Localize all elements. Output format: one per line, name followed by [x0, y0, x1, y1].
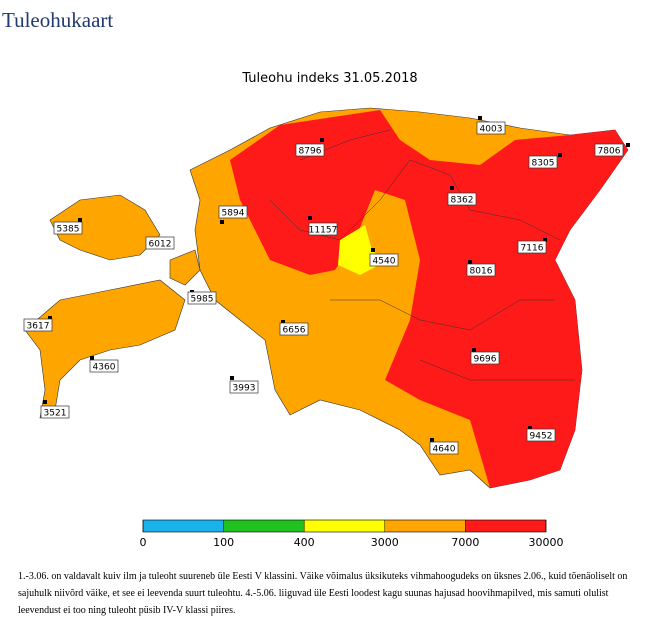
station-box	[476, 121, 506, 135]
station-label: 7116	[521, 244, 544, 254]
station-box	[40, 405, 70, 419]
station-label: 4640	[433, 445, 456, 455]
station-dot	[220, 220, 224, 224]
station-box	[470, 351, 500, 365]
legend-swatch	[384, 520, 466, 532]
station-dot	[430, 438, 434, 442]
legend-tick-label: 3000	[371, 536, 399, 549]
station-box	[295, 143, 325, 157]
station-label: 9696	[474, 355, 497, 365]
legend-swatch	[143, 520, 224, 532]
stations: 5385 6012 5894 11157 8796 4003 8305 7806 8362 454…	[23, 116, 630, 455]
legend-tick-label: 400	[294, 536, 315, 549]
station-box	[187, 291, 217, 305]
station-box	[218, 205, 248, 219]
station-label: 4360	[93, 363, 116, 373]
legend: 0 100 400 3000 7000 30000	[140, 519, 564, 549]
station-dot	[43, 400, 47, 404]
station-box	[594, 143, 624, 157]
station-label: 5985	[191, 295, 214, 305]
station-dot	[90, 356, 94, 360]
station-dot	[308, 216, 312, 220]
station-dot	[320, 138, 324, 142]
station-box	[369, 253, 399, 267]
station-label: 11157	[309, 226, 338, 236]
station-box	[466, 263, 496, 277]
legend-swatch	[223, 520, 305, 532]
caption: 1.-3.06. on valdavalt kuiv ilm ja tuleoh…	[18, 571, 628, 616]
station-label: 8362	[451, 196, 474, 206]
station-dot	[230, 376, 234, 380]
station-box	[308, 222, 338, 236]
station-dot	[478, 116, 482, 120]
station-box	[526, 428, 556, 442]
station-label: 9452	[530, 432, 553, 442]
station-dot	[371, 248, 375, 252]
station-label: 8305	[532, 159, 555, 169]
station-dot	[626, 143, 630, 147]
station-label: 6012	[149, 240, 172, 250]
station-label: 8796	[299, 147, 322, 157]
legend-swatch	[304, 520, 385, 532]
legend-tick-label: 0	[140, 536, 147, 549]
station-box	[145, 236, 175, 250]
station-dot	[543, 238, 547, 242]
station-dot	[281, 320, 285, 324]
station-box	[279, 322, 309, 336]
station-box	[528, 155, 558, 169]
station-dot	[472, 348, 476, 352]
station-label: 5385	[57, 225, 80, 235]
station-label: 3617	[27, 322, 50, 332]
station-dot	[48, 316, 52, 320]
station-box	[23, 318, 53, 332]
station-box	[229, 380, 259, 394]
station-dot	[558, 153, 562, 157]
station-label: 4003	[480, 125, 503, 135]
station-label: 8016	[470, 267, 493, 277]
station-dot	[528, 426, 532, 430]
station-label: 6656	[283, 326, 306, 336]
station-label: 3521	[44, 409, 67, 419]
legend-tick-label: 30000	[529, 536, 564, 549]
station-label: 7806	[598, 147, 621, 157]
page-title: Tuleohukaart	[2, 8, 114, 32]
map-title: Tuleohu indeks 31.05.2018	[241, 71, 417, 86]
station-box	[447, 192, 477, 206]
legend-tick-label: 7000	[451, 536, 479, 549]
station-box	[89, 359, 119, 373]
station-label: 3993	[233, 384, 256, 394]
station-label: 5894	[222, 209, 245, 219]
station-box	[429, 441, 459, 455]
station-label: 4540	[373, 257, 396, 267]
station-dot	[78, 218, 82, 222]
land	[24, 107, 629, 489]
legend-frame	[142, 519, 547, 533]
station-box	[517, 240, 547, 254]
station-box	[53, 221, 83, 235]
station-dot	[450, 186, 454, 190]
legend-swatch	[465, 520, 546, 532]
map: Tuleohu indeks 31.05.2018 5385 6012 5894 11…	[23, 71, 630, 549]
station-dot	[468, 260, 472, 264]
legend-tick-label: 100	[213, 536, 234, 549]
